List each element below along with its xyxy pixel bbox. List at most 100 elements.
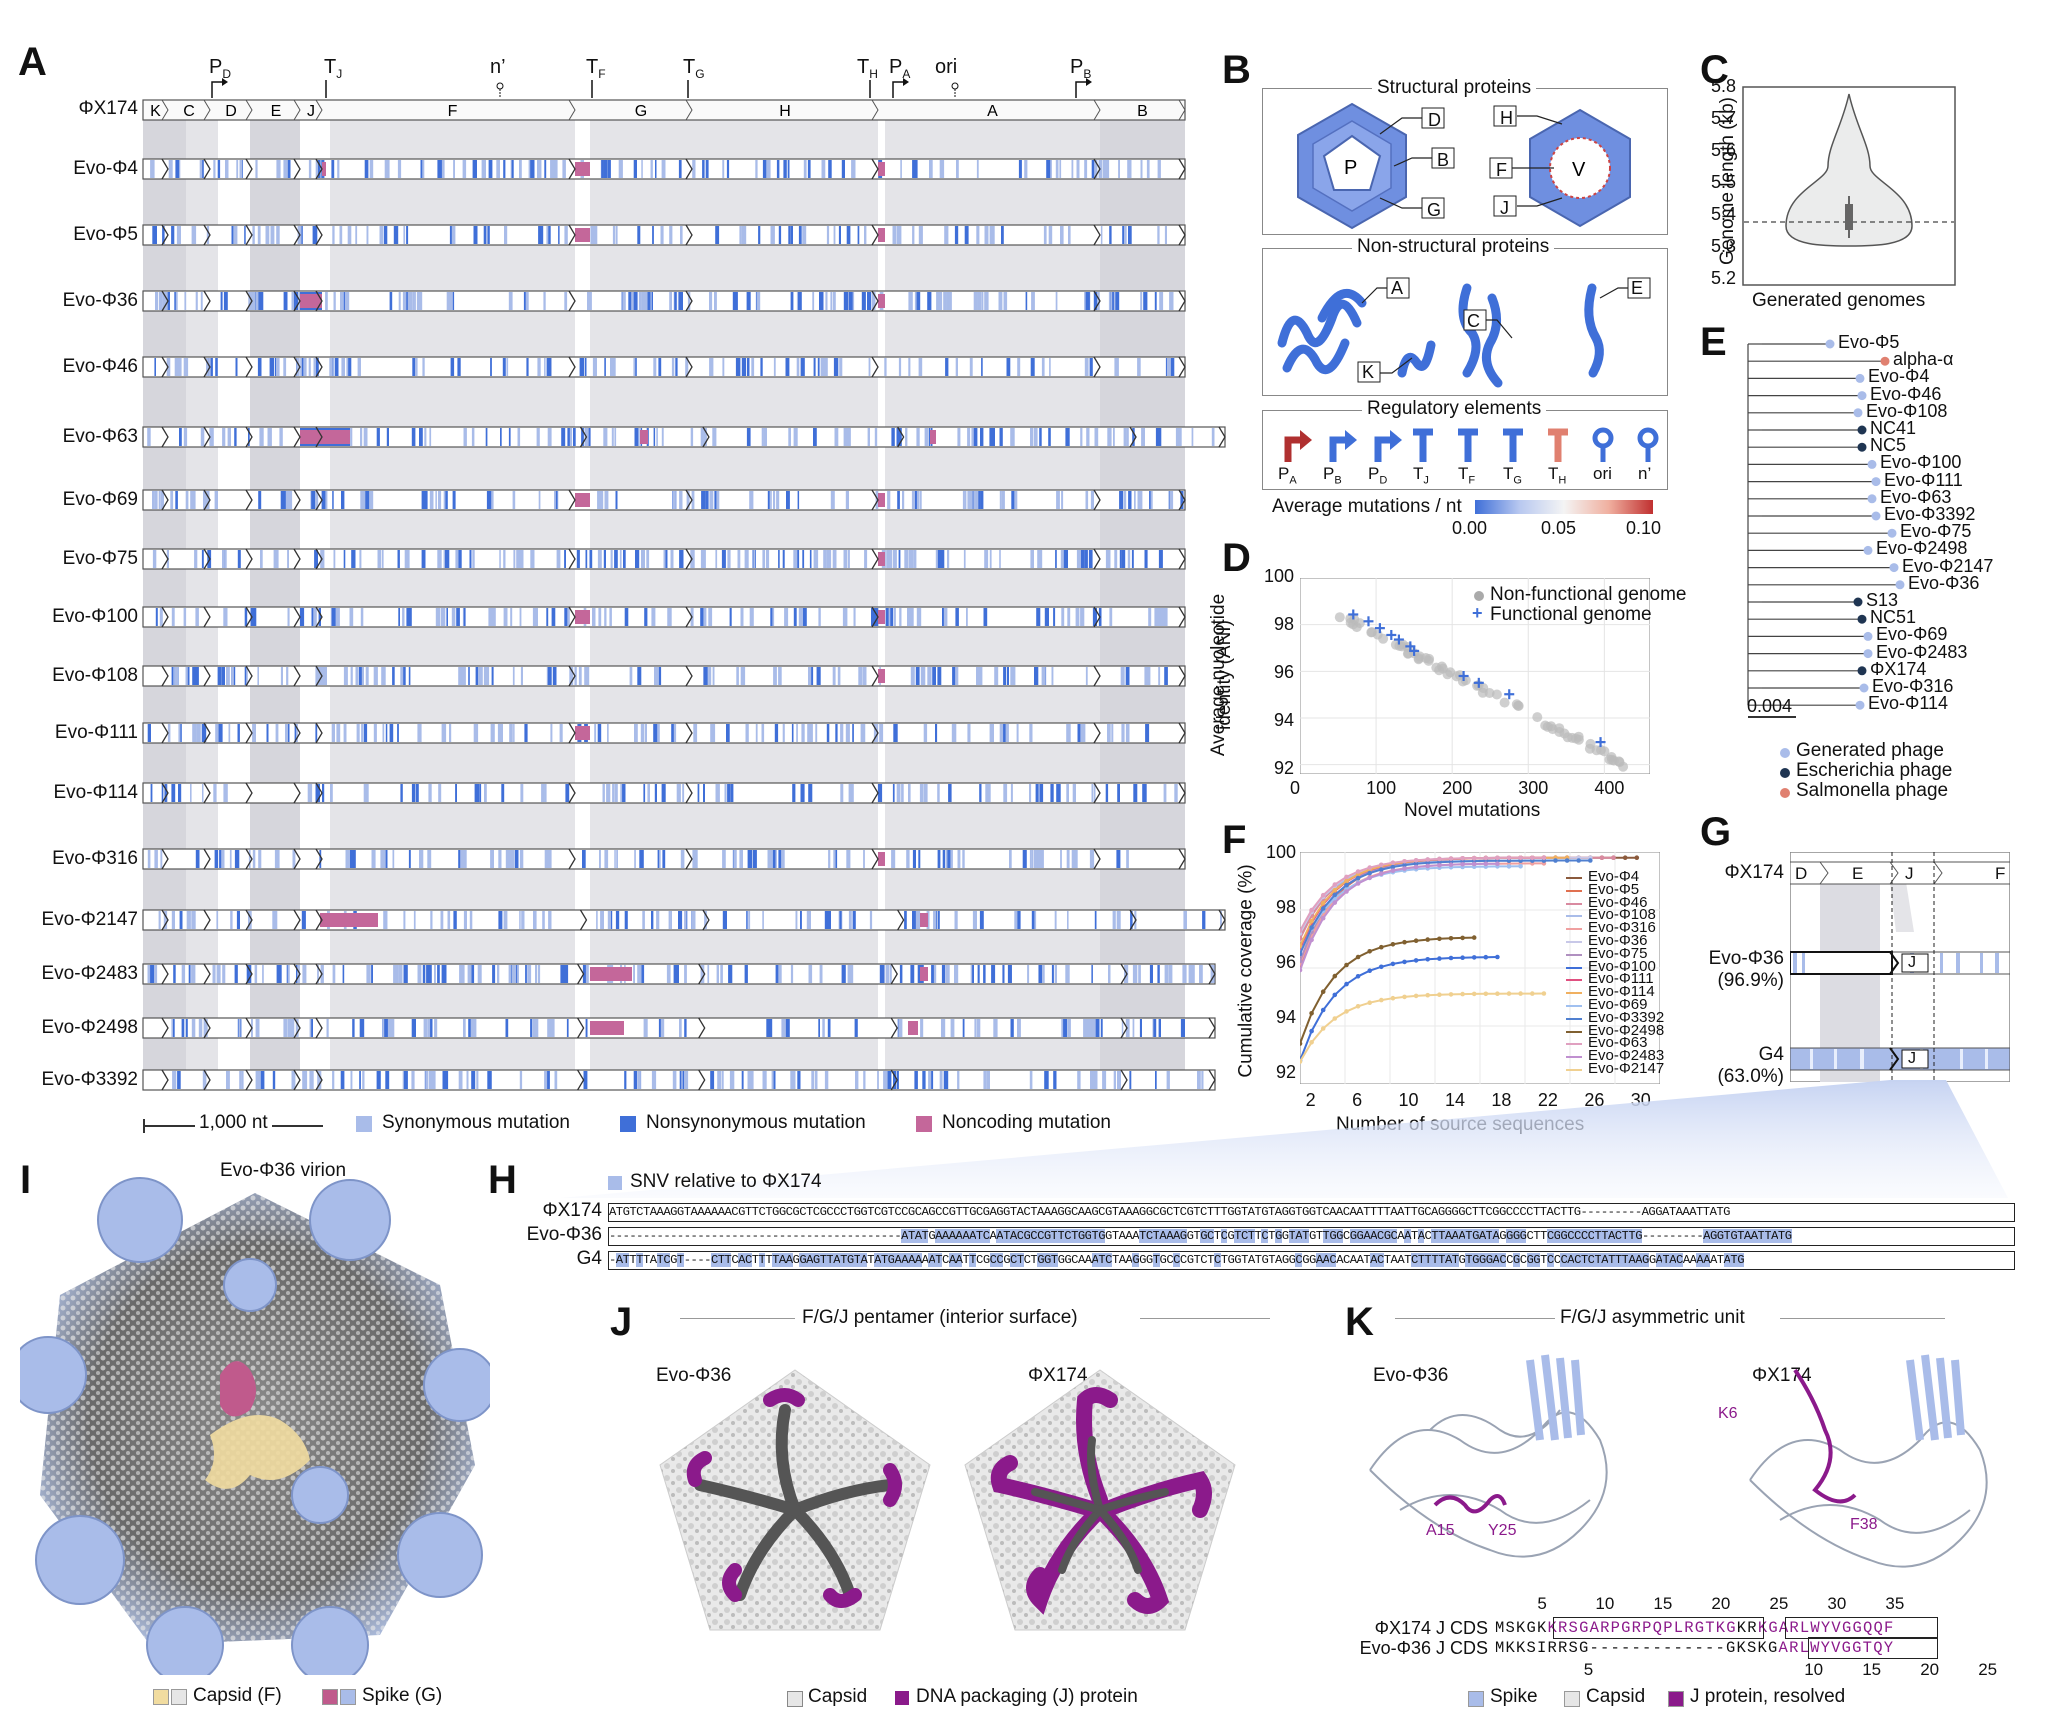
nonsynonymous-mutation	[1109, 226, 1112, 244]
noncoding-mutation	[575, 162, 590, 176]
synonymous-mutation	[795, 911, 798, 929]
synonymous-mutation	[690, 428, 694, 446]
synonymous-mutation	[458, 1071, 463, 1089]
synonymous-mutation	[654, 667, 658, 685]
nonsynonymous-mutation	[752, 850, 757, 868]
synonymous-mutation	[916, 491, 920, 509]
nonsynonymous-mutation	[321, 491, 326, 509]
synonymous-mutation	[609, 608, 612, 626]
synonymous-mutation	[867, 428, 870, 446]
synonymous-mutation	[461, 667, 465, 685]
synonymous-mutation	[1114, 358, 1118, 376]
synonymous-mutation	[614, 784, 618, 802]
nonsynonymous-mutation	[544, 160, 547, 178]
nonsynonymous-mutation	[622, 784, 626, 802]
synonymous-mutation	[977, 292, 981, 310]
synonymous-mutation	[937, 784, 940, 802]
synonymous-mutation	[376, 667, 378, 685]
nonsynonymous-mutation	[641, 965, 645, 983]
synonymous-mutation	[226, 667, 230, 685]
tree-leaf-node	[1867, 459, 1877, 469]
synonymous-mutation	[357, 358, 361, 376]
synonymous-mutation	[919, 491, 922, 509]
synonymous-mutation	[463, 911, 467, 929]
element-label-pb: PB	[1070, 56, 1092, 81]
synonymous-mutation	[924, 428, 929, 446]
synonymous-mutation	[1114, 550, 1118, 568]
synonymous-mutation	[709, 491, 714, 509]
nonsynonymous-mutation	[899, 965, 903, 983]
synonymous-mutation	[1163, 784, 1167, 802]
synonymous-mutation	[229, 850, 232, 868]
synonymous-mutation	[670, 550, 674, 568]
nonsynonymous-mutation	[980, 428, 983, 446]
nonsynonymous-mutation	[314, 550, 318, 568]
synonymous-mutation	[824, 1071, 829, 1089]
synonymous-mutation	[692, 160, 696, 178]
coverage-legend-line	[1566, 1005, 1582, 1007]
synonymous-mutation	[295, 1019, 299, 1037]
colorbar-tick-1: 0.05	[1541, 518, 1577, 538]
synonymous-mutation	[337, 160, 340, 178]
synonymous-mutation	[307, 784, 313, 802]
synonymous-mutation	[1201, 1071, 1204, 1089]
terminator-icon	[1503, 428, 1523, 462]
synonymous-mutation	[986, 1071, 990, 1089]
intergenic-gap	[322, 110, 330, 1080]
synonymous-mutation	[790, 1071, 794, 1089]
spike-legend: Spike (G)	[362, 1685, 443, 1706]
synonymous-mutation	[846, 428, 851, 446]
synonymous-mutation	[1002, 491, 1005, 509]
synonymous-mutation	[1124, 226, 1127, 244]
synonymous-mutation	[919, 784, 924, 802]
promoter-marker	[211, 81, 222, 98]
synonymous-mutation	[541, 784, 545, 802]
synonymous-mutation	[309, 1019, 312, 1037]
regulatory-label: ori	[1593, 464, 1612, 483]
nonsynonymous-mutation	[758, 226, 761, 244]
panel-g-label: G	[1700, 810, 1732, 854]
synonymous-mutation	[862, 667, 867, 685]
synonymous-mutation	[503, 550, 506, 568]
synonymous-mutation	[643, 1019, 648, 1037]
nonsynonymous-mutation	[347, 358, 352, 376]
synonymous-mutation	[928, 1071, 933, 1089]
nonsynonymous-mutation	[1125, 667, 1130, 685]
synonymous-mutation	[1166, 358, 1169, 376]
synonymous-mutation	[276, 358, 280, 376]
nonsynonymous-mutation	[735, 358, 741, 376]
synonymous-mutation	[417, 965, 422, 983]
synonymous-mutation	[1084, 1019, 1089, 1037]
virion-title: Evo-Φ36 virion	[220, 1160, 347, 1181]
functional-point	[1374, 623, 1385, 634]
nonsynonymous-mutation	[888, 1071, 892, 1089]
synonymous-mutation	[974, 1019, 977, 1037]
synonymous-mutation	[637, 965, 641, 983]
nonsynonymous-mutation	[841, 965, 846, 983]
nonsynonymous-mutation	[728, 965, 733, 983]
alignment-band	[1100, 110, 1185, 1080]
nonsynonymous-mutation	[177, 1071, 181, 1089]
functional-point	[1409, 645, 1420, 656]
synonymous-mutation	[469, 1019, 474, 1037]
coverage-legend-label: Evo-Φ108	[1588, 906, 1656, 924]
synonymous-mutation	[814, 1071, 818, 1089]
nonsynonymous-mutation	[981, 358, 983, 376]
nonsynonymous-mutation	[1128, 491, 1132, 509]
nonfunctional-point	[1511, 699, 1522, 710]
nonsynonymous-mutation	[234, 850, 240, 868]
tree-leaf-label: Evo-Φ316	[1872, 676, 1954, 696]
synonymous-mutation	[709, 292, 713, 310]
nonsynonymous-mutation	[479, 784, 482, 802]
synonymous-mutation	[840, 724, 844, 742]
tree-leaf-label: Evo-Φ36	[1908, 572, 1980, 593]
nonsynonymous-mutation	[385, 850, 388, 868]
origin-marker	[951, 82, 959, 90]
synonymous-mutation	[544, 1071, 548, 1089]
synonymous-mutation	[702, 550, 706, 568]
synonymous-mutation	[1140, 160, 1143, 178]
synonymous-mutation	[656, 428, 658, 446]
nonsynonymous-mutation	[601, 160, 604, 178]
gene-arrow	[293, 99, 301, 121]
